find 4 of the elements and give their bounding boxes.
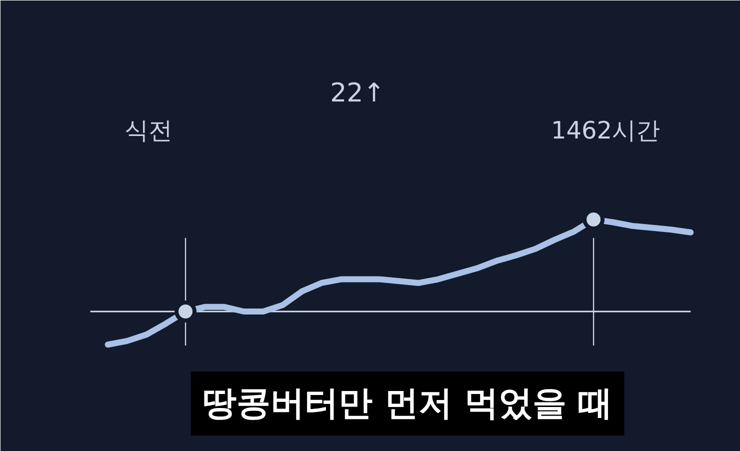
- text: 식전: [124, 116, 172, 144]
- text: 1462시간: [550, 116, 660, 144]
- text: 땅콩버터만 먼저 먹었을 때: [202, 384, 612, 424]
- text: 22↑: [330, 78, 385, 108]
